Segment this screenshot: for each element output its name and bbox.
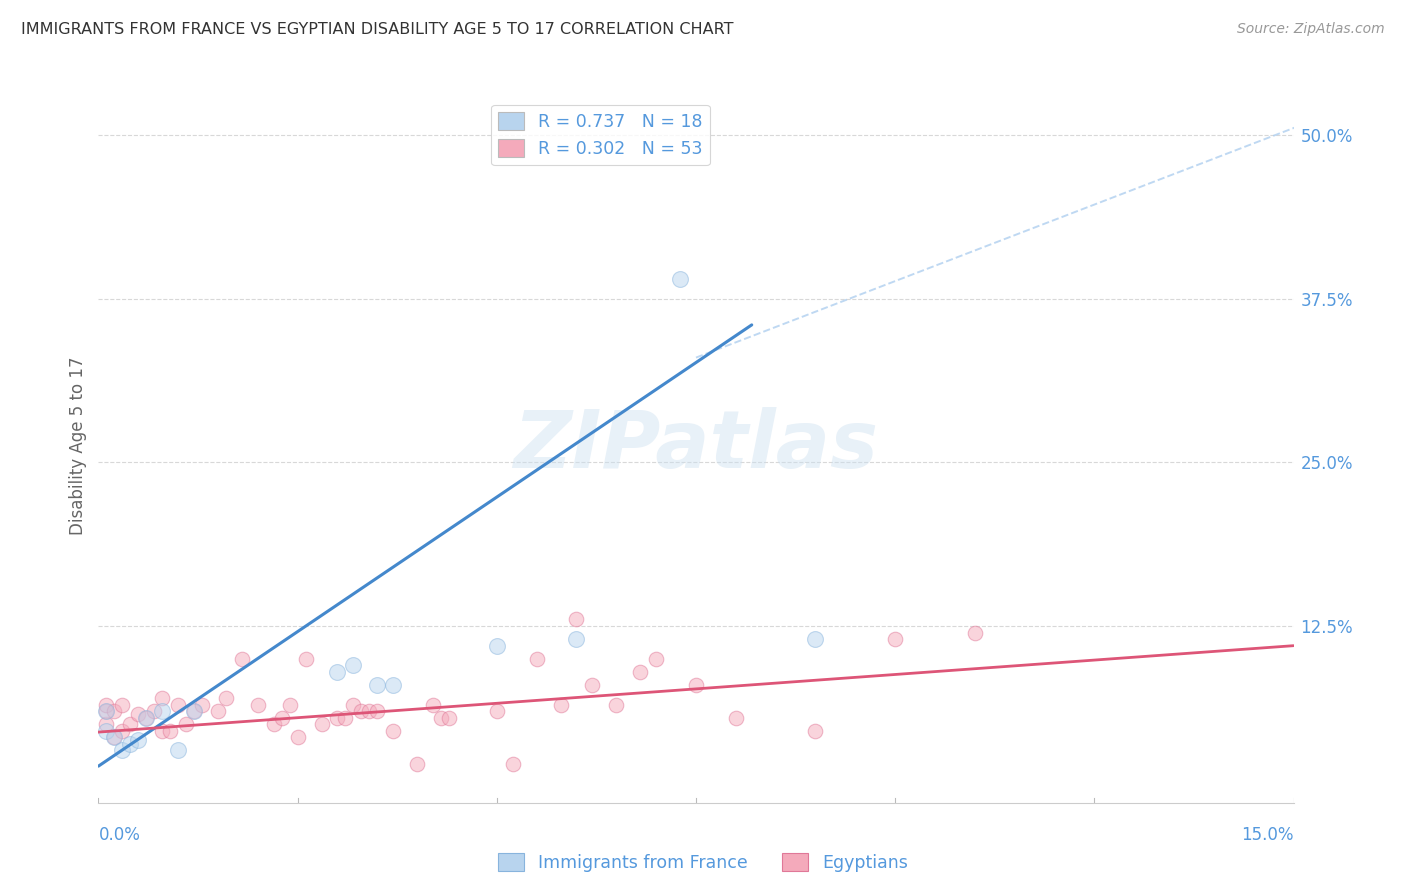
Point <box>231 652 253 666</box>
Point <box>565 632 588 647</box>
Point <box>96 698 118 712</box>
Point <box>150 704 173 718</box>
Point <box>120 717 142 731</box>
Point <box>884 632 907 647</box>
Point <box>311 717 333 731</box>
Point <box>526 652 548 666</box>
Point <box>430 711 453 725</box>
Point <box>335 711 357 725</box>
Point <box>127 706 149 721</box>
Point <box>804 632 827 647</box>
Text: 15.0%: 15.0% <box>1241 826 1294 845</box>
Point <box>103 731 125 745</box>
Point <box>191 698 214 712</box>
Text: IMMIGRANTS FROM FRANCE VS EGYPTIAN DISABILITY AGE 5 TO 17 CORRELATION CHART: IMMIGRANTS FROM FRANCE VS EGYPTIAN DISAB… <box>21 22 734 37</box>
Point <box>963 625 986 640</box>
Point <box>685 678 707 692</box>
Point <box>143 704 166 718</box>
Point <box>183 704 205 718</box>
Point <box>382 723 405 738</box>
Point <box>406 756 429 771</box>
Point <box>422 698 444 712</box>
Point <box>359 704 381 718</box>
Text: ZIPatlas: ZIPatlas <box>513 407 879 485</box>
Point <box>96 704 118 718</box>
Point <box>628 665 651 679</box>
Point <box>215 691 238 706</box>
Legend: R = 0.737   N = 18, R = 0.302   N = 53: R = 0.737 N = 18, R = 0.302 N = 53 <box>491 105 710 165</box>
Point <box>135 711 157 725</box>
Point <box>270 711 292 725</box>
Point <box>150 723 173 738</box>
Point <box>485 639 508 653</box>
Text: 0.0%: 0.0% <box>98 826 141 845</box>
Point <box>167 743 190 757</box>
Point <box>103 731 125 745</box>
Point <box>804 723 827 738</box>
Point <box>294 652 316 666</box>
Point <box>382 678 405 692</box>
Point <box>605 698 627 712</box>
Point <box>581 678 603 692</box>
Point <box>366 704 388 718</box>
Point <box>207 704 229 718</box>
Point <box>278 698 301 712</box>
Point <box>111 743 134 757</box>
Point <box>183 704 205 718</box>
Legend: Immigrants from France, Egyptians: Immigrants from France, Egyptians <box>491 847 915 879</box>
Point <box>669 272 692 286</box>
Point <box>174 717 197 731</box>
Point <box>502 756 524 771</box>
Point <box>350 704 373 718</box>
Point <box>326 711 349 725</box>
Point <box>135 711 157 725</box>
Point <box>326 665 349 679</box>
Point <box>159 723 181 738</box>
Point <box>437 711 460 725</box>
Point <box>150 691 173 706</box>
Point <box>96 723 118 738</box>
Point <box>127 733 149 747</box>
Point <box>120 737 142 751</box>
Point <box>246 698 269 712</box>
Point <box>96 704 118 718</box>
Point <box>366 678 388 692</box>
Point <box>167 698 190 712</box>
Point <box>645 652 668 666</box>
Point <box>263 717 285 731</box>
Point <box>103 704 125 718</box>
Point <box>724 711 747 725</box>
Text: Source: ZipAtlas.com: Source: ZipAtlas.com <box>1237 22 1385 37</box>
Point <box>485 704 508 718</box>
Point <box>111 723 134 738</box>
Point <box>565 612 588 626</box>
Point <box>550 698 572 712</box>
Point <box>96 717 118 731</box>
Y-axis label: Disability Age 5 to 17: Disability Age 5 to 17 <box>69 357 87 535</box>
Point <box>287 731 309 745</box>
Point <box>111 698 134 712</box>
Point <box>342 658 364 673</box>
Point <box>342 698 364 712</box>
